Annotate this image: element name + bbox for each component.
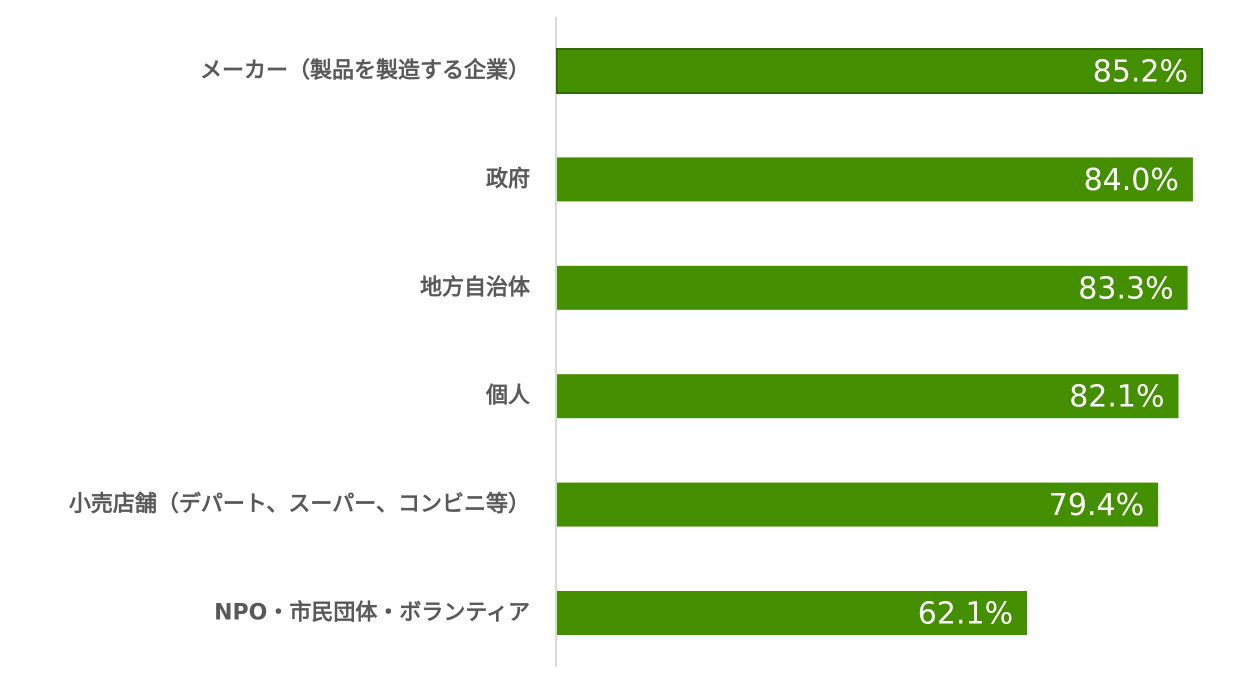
bar-5: [557, 591, 1028, 635]
value-label-0: 85.2%: [1093, 55, 1188, 90]
bar-1: [557, 157, 1193, 202]
value-label-1: 84.0%: [1084, 163, 1179, 198]
bars-group: メーカー（製品を製造する企業） 85.2% 政府 84.0% 地方自治体 83.3% 個人 8…: [69, 48, 1203, 635]
value-label-3: 82.1%: [1069, 380, 1164, 415]
category-label-0: メーカー（製品を製造する企業）: [200, 58, 530, 84]
value-label-5: 62.1%: [918, 597, 1013, 632]
category-label-2: 地方自治体: [420, 274, 531, 300]
bar-4: [557, 482, 1159, 527]
bar-0: [556, 48, 1203, 94]
category-label-5: NPO・市民団体・ボランティア: [214, 600, 530, 626]
category-label-4: 小売店舗（デパート、スーパー、コンビニ等）: [69, 491, 530, 517]
bar-3: [557, 374, 1179, 419]
category-label-3: 個人: [485, 384, 530, 409]
bar-2: [557, 265, 1188, 310]
value-label-4: 79.4%: [1049, 488, 1144, 523]
value-label-2: 83.3%: [1078, 271, 1173, 306]
category-label-1: 政府: [486, 166, 530, 192]
